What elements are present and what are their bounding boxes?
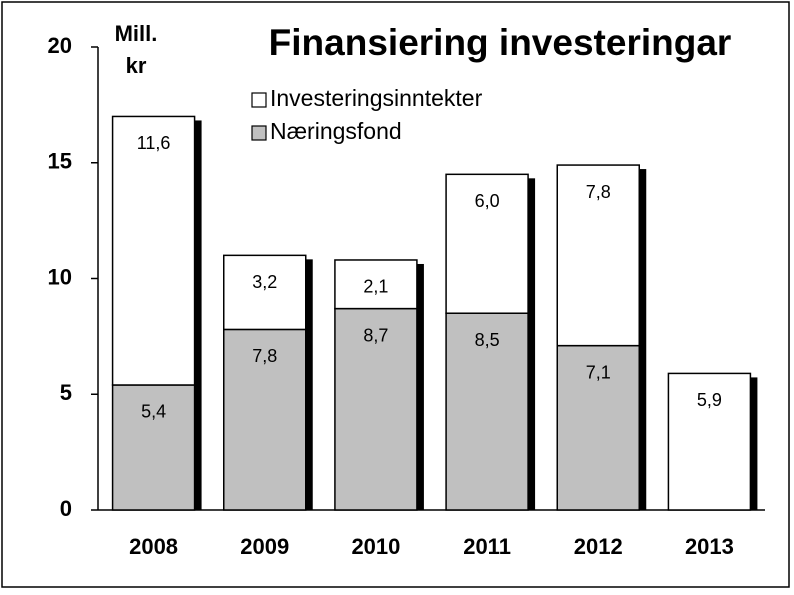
y-tick-label: 15 (48, 149, 72, 174)
x-tick-label: 2009 (240, 534, 289, 559)
bar-segment (111, 384, 196, 511)
data-label: 3,2 (252, 272, 277, 292)
x-tick-label: 2013 (685, 534, 734, 559)
x-tick-label: 2010 (351, 534, 400, 559)
bar-segment (445, 312, 529, 511)
data-label: 2,1 (363, 277, 388, 297)
x-tick-label: 2008 (129, 534, 178, 559)
data-label: 7,8 (252, 346, 277, 366)
y-axis-label: Mill. (115, 21, 158, 46)
bar-segment (667, 372, 752, 511)
bar-segment (445, 173, 529, 314)
data-label: 7,1 (586, 362, 611, 382)
y-tick-label: 10 (48, 264, 72, 289)
legend-swatch (251, 92, 267, 108)
legend-label: Næringsfond (270, 118, 402, 144)
data-label: 5,9 (697, 390, 722, 410)
bar-segment (223, 254, 307, 331)
data-label: 11,6 (137, 133, 171, 153)
y-tick-label: 5 (60, 380, 72, 405)
legend-swatch (251, 125, 267, 141)
chart-title: Finansiering investeringar (269, 22, 732, 63)
x-tick-label: 2012 (574, 534, 623, 559)
x-tick-label: 2011 (463, 534, 511, 559)
data-label: 7,8 (586, 182, 611, 202)
bar-segment (556, 164, 640, 347)
data-label: 5,4 (141, 402, 166, 422)
data-label: 6,0 (475, 191, 500, 211)
bar-segment (334, 307, 418, 511)
data-label: 8,7 (363, 325, 388, 345)
bar-segment (111, 115, 196, 386)
bar-segment (223, 328, 307, 511)
y-axis-label: kr (126, 53, 147, 78)
legend-label: Investeringsinntekter (270, 85, 483, 111)
data-label: 8,5 (475, 330, 500, 350)
y-tick-label: 20 (48, 33, 72, 58)
y-tick-label: 0 (60, 496, 72, 521)
bar-segment (334, 259, 418, 310)
